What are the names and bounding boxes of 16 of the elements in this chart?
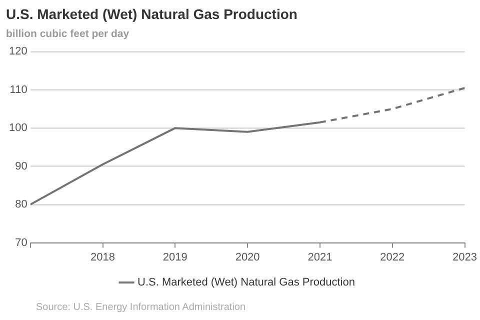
x-tick-label: 2018 xyxy=(90,251,115,264)
x-tick-label: 2022 xyxy=(380,251,405,264)
y-tick-label: 80 xyxy=(15,198,28,211)
y-tick-label: 90 xyxy=(15,160,28,172)
y-tick-label: 70 xyxy=(15,236,28,249)
y-tick-label: 110 xyxy=(10,84,28,96)
x-tick-label: 2023 xyxy=(452,251,478,264)
x-tick-label: 2020 xyxy=(235,251,260,264)
chart-title: U.S. Marketed (Wet) Natural Gas Production xyxy=(6,6,298,22)
chart-subtitle: billion cubic feet per day xyxy=(6,28,130,40)
y-tick-label: 120 xyxy=(8,46,28,58)
source-note: Source: U.S. Energy Information Administration xyxy=(36,302,246,313)
y-tick-label: 100 xyxy=(8,122,28,134)
legend-label: U.S. Marketed (Wet) Natural Gas Production xyxy=(138,276,355,289)
x-tick-label: 2021 xyxy=(308,251,332,264)
x-tick-label: 2019 xyxy=(162,251,188,264)
